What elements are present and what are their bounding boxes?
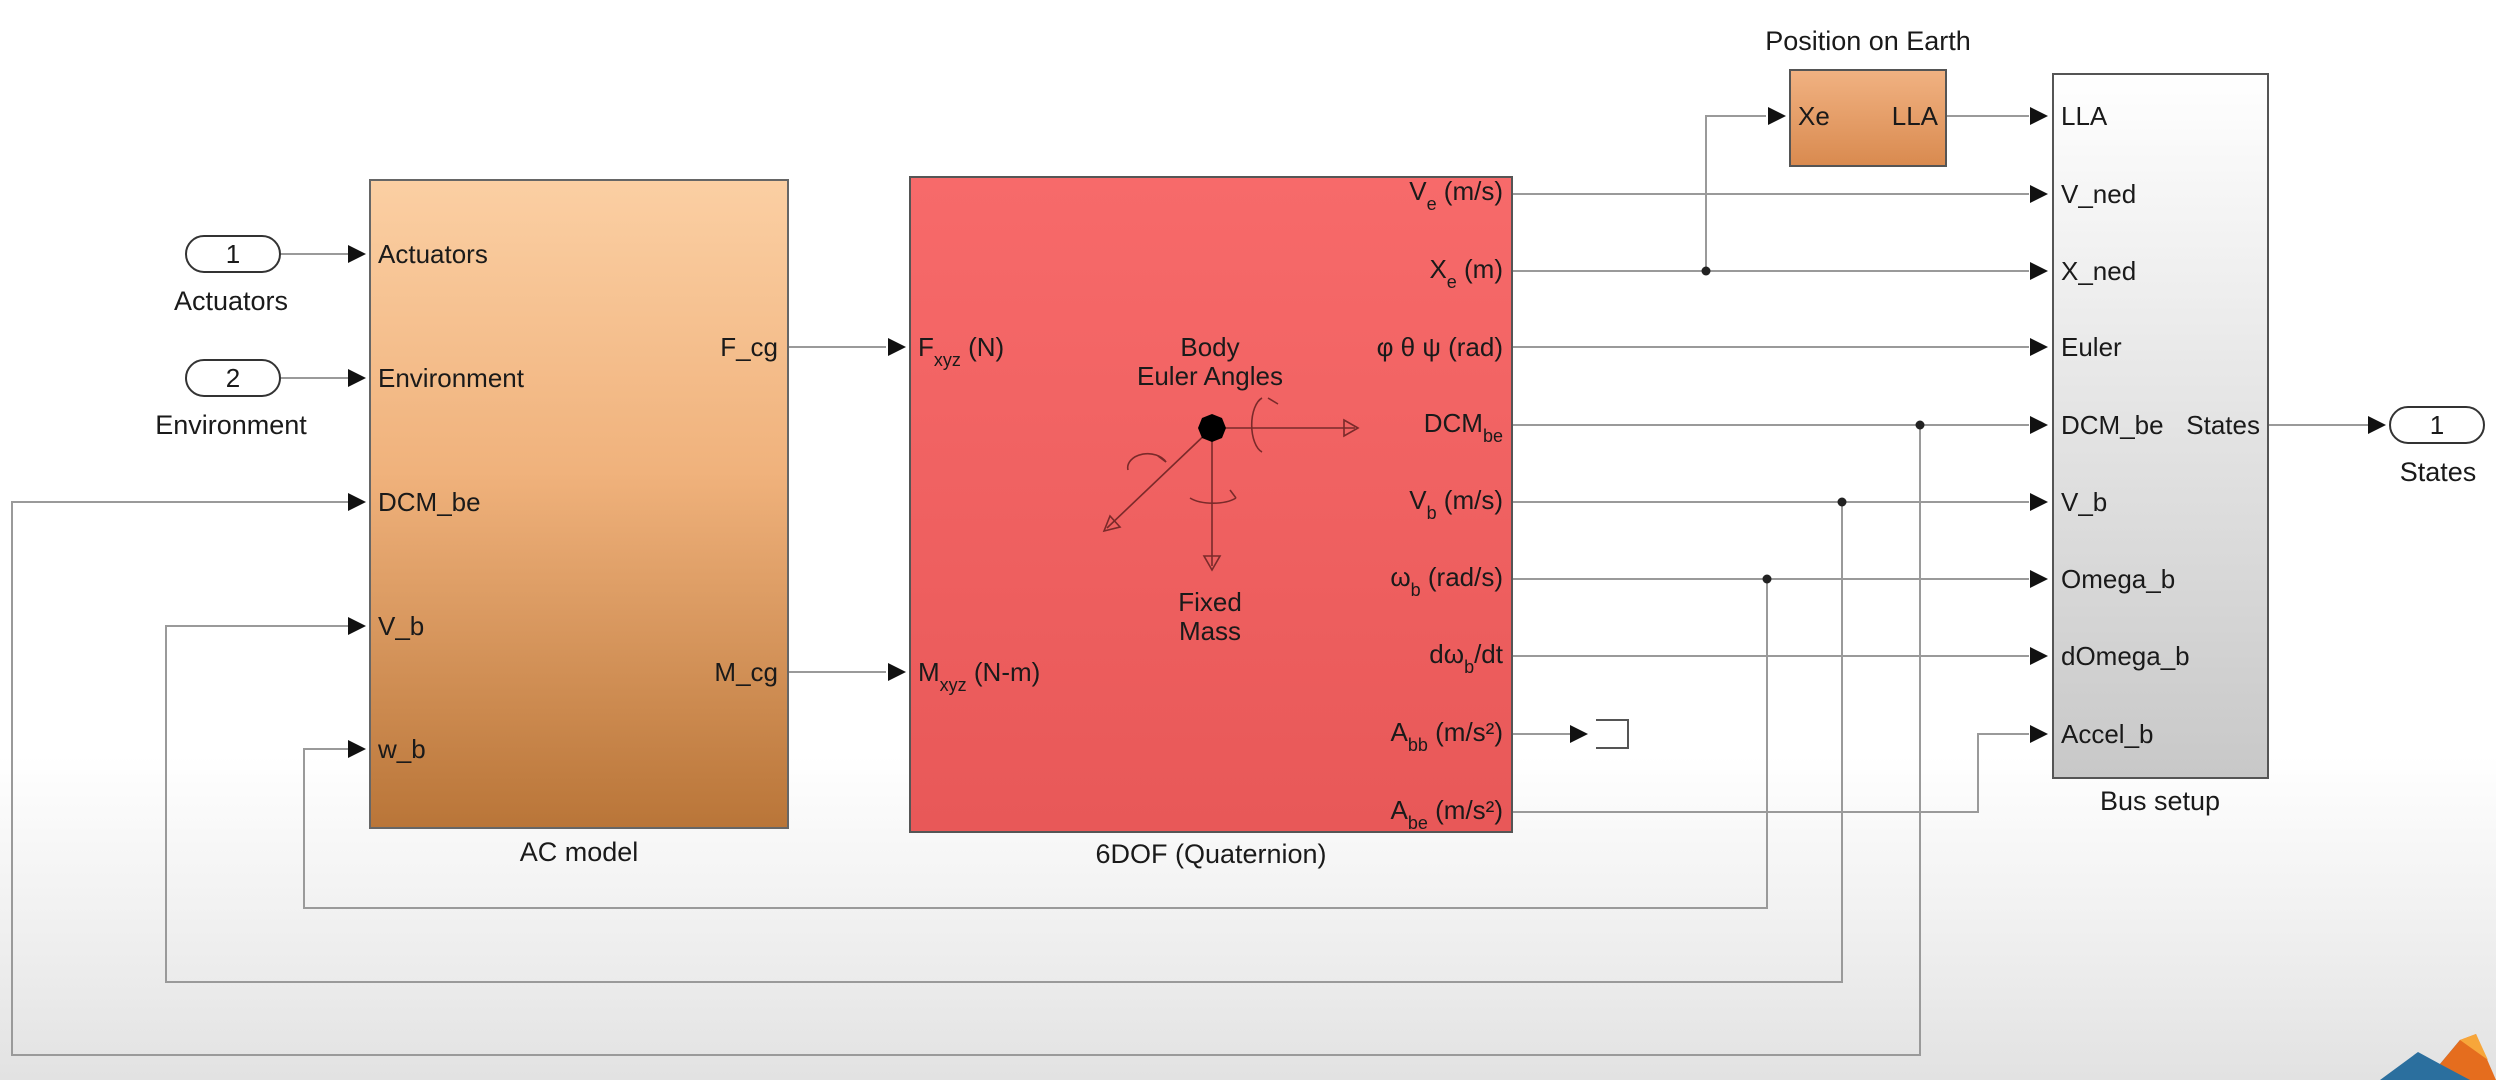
sixdof-output-a-bb: Abb (m/s²)	[1391, 717, 1503, 755]
sixdof-input-m-xyz-base: M	[918, 657, 940, 687]
sixdof-label-euler-angles: Euler Angles	[1137, 361, 1283, 391]
sixdof-output-euler-base: φ θ ψ (rad)	[1377, 332, 1503, 362]
branch-point-v-b	[1837, 497, 1847, 507]
ac-model-input-actuators: Actuators	[378, 239, 488, 269]
sixdof-caption: 6DOF (Quaternion)	[1095, 839, 1326, 869]
sixdof-input-f-xyz-sub: xyz	[934, 350, 961, 370]
bus-setup-caption: Bus setup	[2100, 786, 2220, 816]
sixdof-output-omega-b-unit: (rad/s)	[1421, 562, 1503, 592]
arrowheads	[348, 107, 2386, 758]
bus-input-lla: LLA	[2061, 101, 2108, 131]
bus-setup-block[interactable]: LLA V_ned X_ned Euler DCM_be V_b Omega_b…	[2052, 73, 2269, 816]
sixdof-quaternion-block[interactable]: Fxyz (N) Mxyz (N-m) Ve (m/s) Xe (m) φ θ …	[909, 176, 1513, 869]
sixdof-output-v-b: Vb (m/s)	[1409, 485, 1503, 523]
ac-model-caption: AC model	[520, 837, 639, 867]
ac-model-input-v-b: V_b	[378, 611, 424, 641]
sixdof-input-m-xyz-sub: xyz	[940, 675, 967, 695]
sixdof-output-a-bb-unit: (m/s²)	[1428, 717, 1503, 747]
inport-environment-name: Environment	[155, 410, 307, 440]
inport-actuators[interactable]: 1 Actuators	[174, 235, 288, 316]
sixdof-input-m-xyz-unit: (N-m)	[967, 657, 1041, 687]
sixdof-output-x-e-unit: (m)	[1457, 254, 1503, 284]
sixdof-output-v-e-unit: (m/s)	[1437, 176, 1503, 206]
sixdof-output-v-b-unit: (m/s)	[1437, 485, 1503, 515]
sixdof-output-dcm-be-sub: be	[1483, 426, 1503, 446]
ac-model-output-f-cg: F_cg	[720, 332, 778, 362]
sixdof-output-x-e: Xe (m)	[1429, 254, 1503, 292]
ac-model-input-w-b: w_b	[377, 734, 426, 764]
sixdof-input-f-xyz-base: F	[918, 332, 934, 362]
sixdof-output-omega-b: ωb (rad/s)	[1390, 562, 1503, 600]
sixdof-output-x-e-sub: e	[1447, 272, 1457, 292]
outport-states-name: States	[2400, 457, 2477, 487]
branch-point-omega-b	[1762, 574, 1772, 584]
sixdof-output-a-be-base: A	[1391, 795, 1409, 825]
matlab-logo-icon	[2380, 1034, 2496, 1080]
body-origin-icon	[1198, 414, 1226, 442]
position-caption: Position on Earth	[1765, 26, 1971, 56]
position-input-xe: Xe	[1798, 101, 1830, 131]
inport-environment-number: 2	[226, 363, 240, 393]
outport-states-number: 1	[2430, 410, 2444, 440]
bus-input-euler: Euler	[2061, 332, 2122, 362]
sixdof-label-mass: Mass	[1179, 616, 1241, 646]
sixdof-output-dcm-be-base: DCM	[1424, 408, 1483, 438]
bus-input-v-b: V_b	[2061, 487, 2107, 517]
sixdof-output-v-b-sub: b	[1427, 503, 1437, 523]
inport-environment[interactable]: 2 Environment	[155, 359, 307, 440]
sixdof-output-a-be: Abe (m/s²)	[1391, 795, 1503, 833]
sixdof-output-a-bb-sub: bb	[1408, 735, 1428, 755]
branch-point-x-e	[1701, 266, 1711, 276]
position-output-lla: LLA	[1892, 101, 1939, 131]
body-axes-icon	[1102, 397, 1360, 572]
ac-model-output-m-cg: M_cg	[714, 657, 778, 687]
ac-model-block[interactable]: Actuators Environment DCM_be V_b w_b F_c…	[369, 179, 789, 867]
line-dcm-be-feedback[interactable]	[11, 425, 1921, 1056]
sixdof-output-v-e-base: V	[1409, 176, 1427, 206]
inport-actuators-name: Actuators	[174, 286, 288, 316]
sixdof-output-domega-dt: dωb/dt	[1429, 639, 1503, 677]
bus-input-accel-b: Accel_b	[2061, 719, 2154, 749]
line-omega-b-feedback[interactable]	[303, 579, 1768, 909]
sixdof-input-f-xyz: Fxyz (N)	[918, 332, 1004, 370]
sixdof-output-v-e-sub: e	[1427, 194, 1437, 214]
sixdof-input-f-xyz-unit: (N)	[961, 332, 1004, 362]
sixdof-label-fixed: Fixed	[1178, 587, 1242, 617]
sixdof-label-body: Body	[1180, 332, 1239, 362]
sixdof-output-omega-b-base: ω	[1390, 562, 1410, 592]
sixdof-output-v-b-base: V	[1409, 485, 1427, 515]
sixdof-output-x-e-base: X	[1429, 254, 1446, 284]
terminator-block[interactable]	[1596, 719, 1629, 749]
sixdof-output-a-bb-base: A	[1391, 717, 1409, 747]
bus-input-x-ned: X_ned	[2061, 256, 2136, 286]
signal-lines	[11, 107, 2386, 1056]
sixdof-output-v-e: Ve (m/s)	[1409, 176, 1503, 214]
sixdof-output-euler: φ θ ψ (rad)	[1377, 332, 1503, 362]
sixdof-output-omega-b-sub: b	[1411, 580, 1421, 600]
sixdof-output-dcm-be: DCMbe	[1424, 408, 1503, 446]
bus-input-dcm-be: DCM_be	[2061, 410, 2164, 440]
bus-input-domega-b: dOmega_b	[2061, 641, 2190, 671]
sixdof-output-domega-dt-unit: /dt	[1474, 639, 1504, 669]
branch-point-dcm-be	[1915, 420, 1925, 430]
line-v-b-feedback[interactable]	[165, 502, 1843, 983]
bus-input-omega-b: Omega_b	[2061, 564, 2175, 594]
line-x-e-branch[interactable]	[1705, 115, 1766, 271]
position-on-earth-block[interactable]: Xe LLA Position on Earth	[1765, 26, 1971, 167]
bus-output-states: States	[2186, 410, 2260, 440]
sixdof-output-a-be-sub: be	[1408, 813, 1428, 833]
sixdof-output-a-be-unit: (m/s²)	[1428, 795, 1503, 825]
sixdof-output-domega-dt-sub: b	[1464, 657, 1474, 677]
ac-model-input-dcm-be: DCM_be	[378, 487, 481, 517]
sixdof-input-m-xyz: Mxyz (N-m)	[918, 657, 1040, 695]
line-a-be[interactable]	[1512, 733, 2029, 813]
sixdof-output-domega-dt-base: dω	[1429, 639, 1464, 669]
outport-states[interactable]: 1 States	[2389, 406, 2485, 487]
ac-model-input-environment: Environment	[378, 363, 525, 393]
bus-input-v-ned: V_ned	[2061, 179, 2136, 209]
inport-actuators-number: 1	[226, 239, 240, 269]
